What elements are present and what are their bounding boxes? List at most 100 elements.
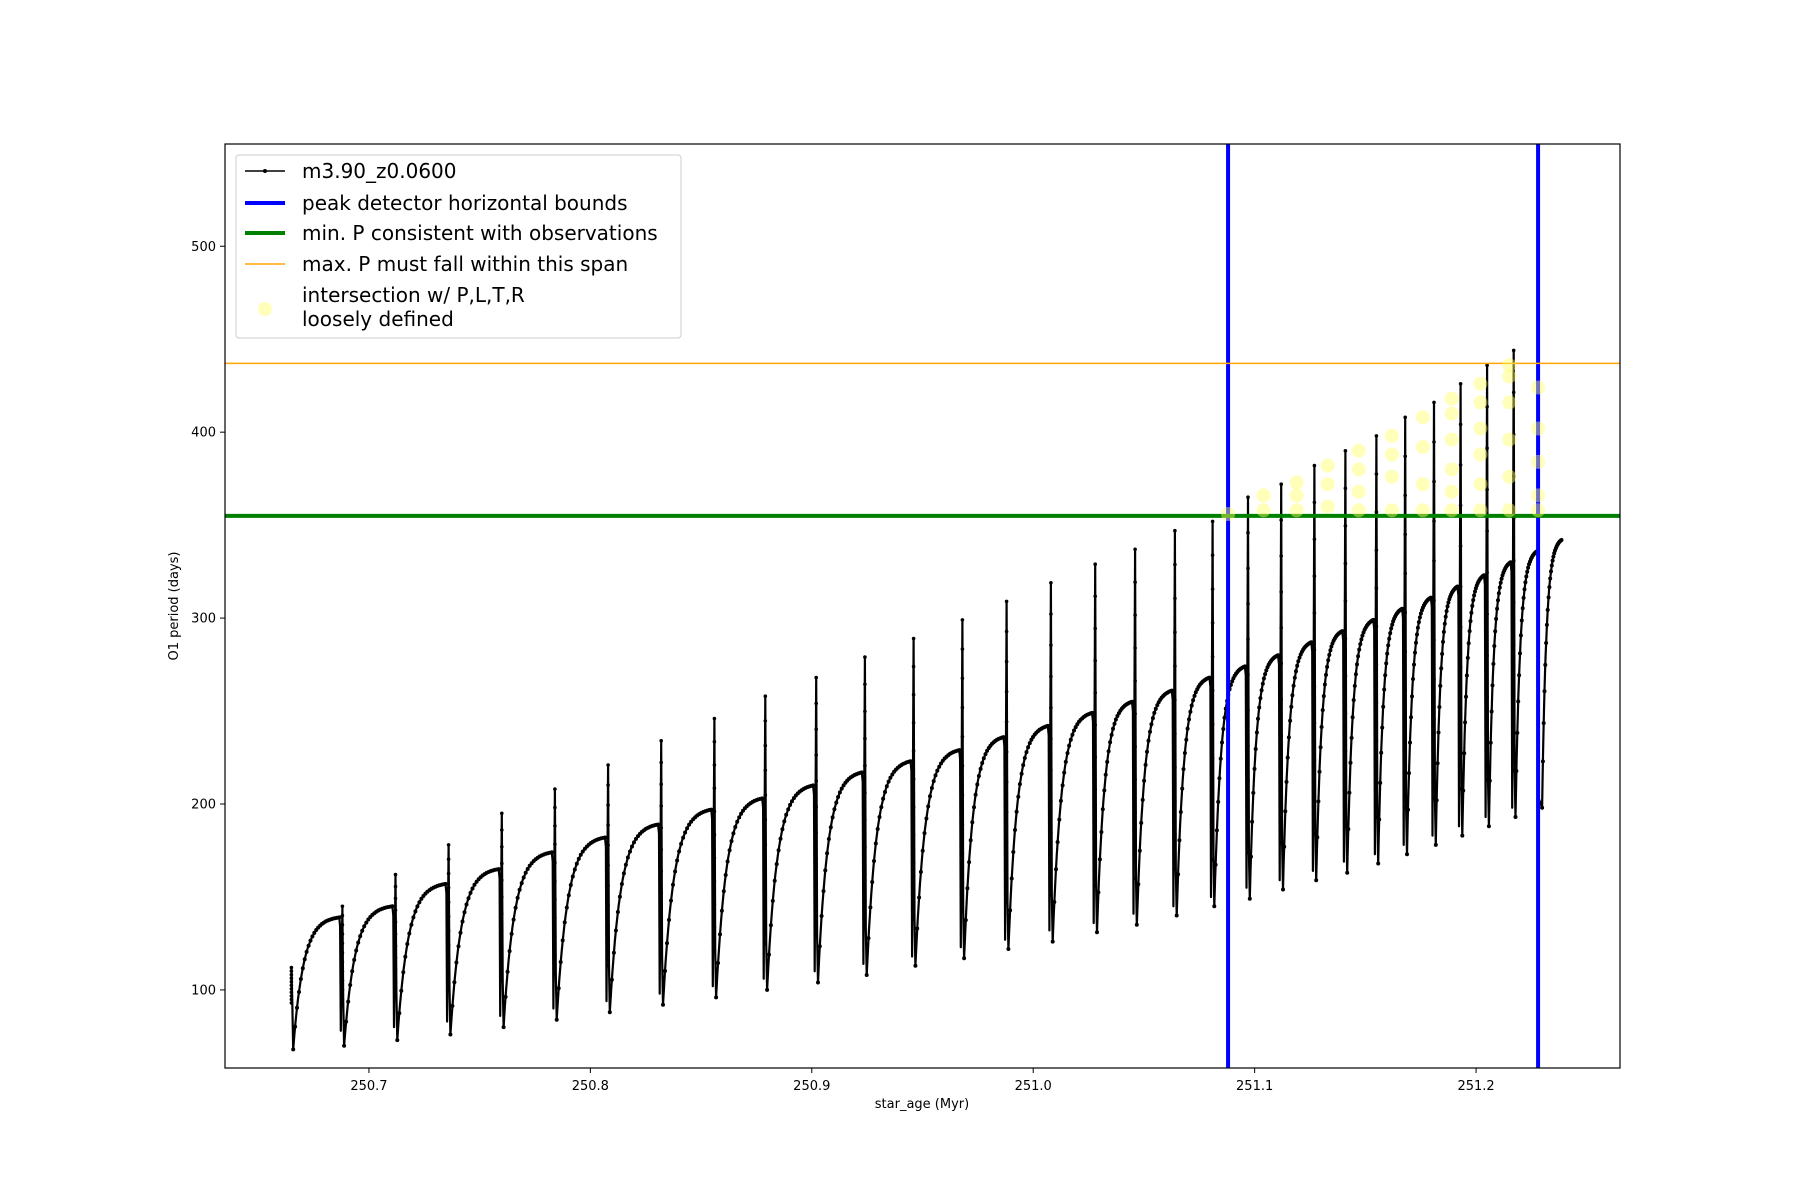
series-point xyxy=(1511,684,1516,689)
series-point xyxy=(1471,598,1476,603)
series-point xyxy=(393,920,398,924)
series-point xyxy=(763,892,768,896)
series-point xyxy=(415,904,420,909)
series-point xyxy=(1290,693,1295,698)
intersection-point xyxy=(1531,421,1546,436)
series-point xyxy=(409,922,414,927)
series-point xyxy=(293,1024,298,1029)
series-point xyxy=(1524,574,1529,579)
series-point xyxy=(1340,629,1345,634)
pulse-markers xyxy=(606,763,661,1015)
series-point xyxy=(1542,689,1547,694)
series-point xyxy=(1173,664,1177,668)
series-point xyxy=(1390,622,1395,627)
series-point xyxy=(1207,675,1212,680)
series-point xyxy=(1388,631,1393,636)
series-point xyxy=(1191,698,1196,703)
series-point xyxy=(960,793,965,797)
intersection-point xyxy=(1351,443,1366,458)
series-point xyxy=(1004,840,1009,845)
series-point xyxy=(358,934,363,939)
series-point xyxy=(1350,715,1355,720)
series-point xyxy=(1327,652,1332,657)
series-point xyxy=(1112,721,1117,726)
series-point xyxy=(911,861,916,865)
series-point xyxy=(568,883,573,887)
series-point xyxy=(411,915,416,920)
series-point xyxy=(1251,790,1256,795)
series-point xyxy=(881,796,886,801)
series-point xyxy=(879,805,884,810)
series-point xyxy=(556,986,561,991)
series-point xyxy=(566,893,571,898)
series-point xyxy=(1511,558,1516,563)
series-point xyxy=(1150,716,1155,721)
series-point xyxy=(291,1047,296,1052)
series-point xyxy=(517,887,522,892)
series-point xyxy=(1096,890,1101,895)
series-point xyxy=(1403,610,1407,615)
series-point xyxy=(1446,600,1451,605)
series-point xyxy=(1263,672,1268,677)
series-point xyxy=(830,815,835,820)
series-point xyxy=(297,990,301,994)
series-point xyxy=(500,878,504,882)
series-point xyxy=(1212,904,1217,909)
series-point xyxy=(1279,661,1283,666)
series-point xyxy=(725,859,730,864)
series-point xyxy=(975,782,980,787)
series-point xyxy=(1445,604,1450,609)
series-point xyxy=(393,956,398,960)
series-point xyxy=(817,944,822,949)
series-point xyxy=(1182,751,1187,755)
series-point xyxy=(1258,696,1263,701)
series-point xyxy=(1049,612,1053,616)
series-point xyxy=(1376,861,1381,866)
series-point xyxy=(1312,721,1317,726)
series-point xyxy=(1485,446,1489,451)
series-point xyxy=(1279,590,1283,594)
series-point xyxy=(1026,745,1031,750)
series-point xyxy=(1458,382,1463,386)
series-point xyxy=(1210,722,1215,727)
series-point xyxy=(1486,824,1491,829)
series-point xyxy=(911,805,916,809)
series-point xyxy=(970,820,975,825)
series-point xyxy=(553,842,557,847)
pulse-markers xyxy=(1432,400,1460,847)
series-point xyxy=(578,852,583,857)
series-point xyxy=(1103,772,1108,777)
series-point xyxy=(1324,672,1328,677)
intersection-point xyxy=(1351,503,1366,518)
series-point xyxy=(500,828,504,832)
series-point xyxy=(450,1003,455,1008)
series-point xyxy=(443,881,448,886)
series-point xyxy=(1004,750,1009,754)
series-point xyxy=(1246,744,1250,748)
series-point xyxy=(790,799,794,804)
series-point xyxy=(960,676,965,681)
series-point xyxy=(1049,737,1053,741)
series-point xyxy=(659,782,663,787)
series-point xyxy=(1296,659,1301,664)
series-point xyxy=(500,945,504,949)
series-point xyxy=(1407,771,1411,776)
series-point xyxy=(1146,738,1151,743)
series-point xyxy=(1140,797,1145,802)
series-point xyxy=(446,900,451,904)
series-point xyxy=(1513,815,1518,819)
series-point xyxy=(1142,778,1147,783)
series-point xyxy=(1343,599,1348,603)
series-point xyxy=(1543,662,1548,667)
series-point xyxy=(763,867,768,872)
series-point xyxy=(1343,636,1348,641)
series-point xyxy=(1295,663,1300,668)
series-point xyxy=(523,870,528,875)
series-point xyxy=(549,850,554,855)
series-point xyxy=(1526,565,1531,570)
series-point xyxy=(731,831,736,836)
series-point xyxy=(1279,733,1283,738)
series-point xyxy=(1060,783,1065,788)
intersection-point xyxy=(1531,380,1546,395)
series-point xyxy=(570,874,575,879)
